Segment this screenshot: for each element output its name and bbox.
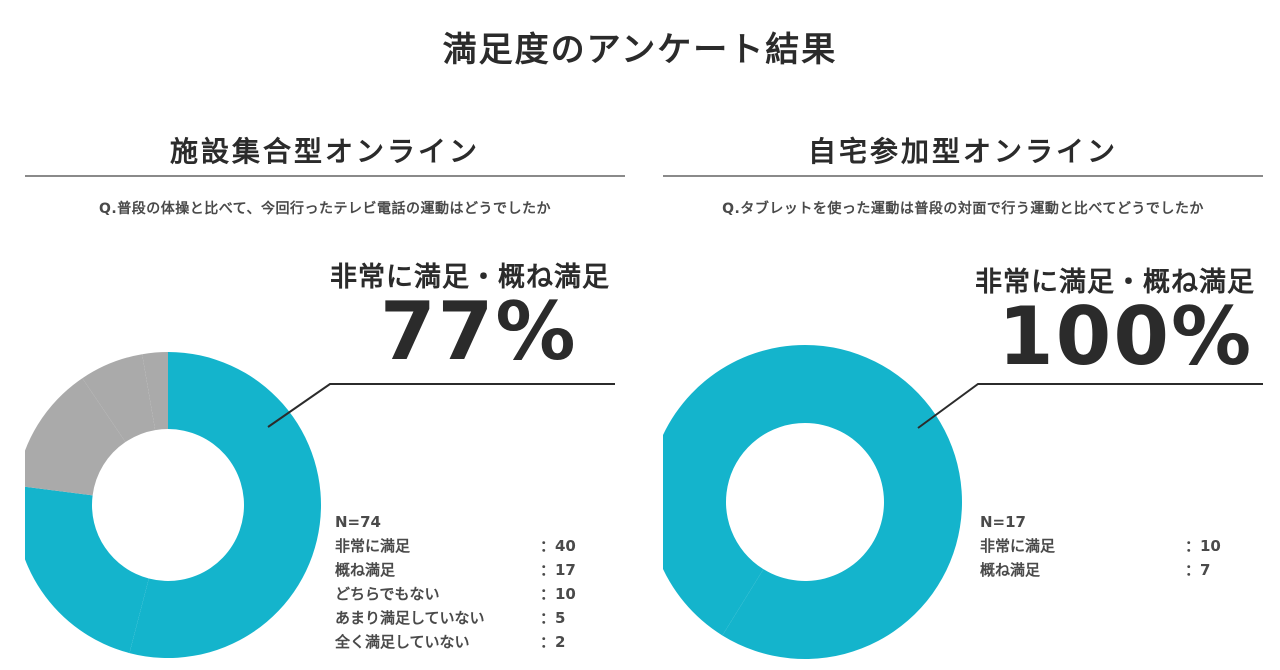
- callout-percentage: 100%: [998, 290, 1254, 383]
- callout-leader-line: [917, 383, 1263, 429]
- chart-legend: N=17 非常に満足 ：10 概ね満足 ：7: [980, 510, 1240, 582]
- panel-heading: 自宅参加型オンライン: [807, 135, 1118, 168]
- legend-row: 全く満足していない ：2: [335, 630, 595, 654]
- callout-leader-line: [267, 383, 615, 428]
- divider: [663, 175, 1263, 177]
- divider: [25, 175, 625, 177]
- donut-chart: [663, 345, 1263, 659]
- legend-row: 非常に満足 ：10: [980, 534, 1240, 558]
- legend-category: あまり満足していない: [335, 609, 485, 627]
- callout-label: 非常に満足・概ね満足: [975, 267, 1255, 298]
- legend-count: ：5: [540, 609, 566, 627]
- legend-row: 概ね満足 ：7: [980, 558, 1240, 582]
- legend-count: ：40: [540, 537, 576, 555]
- legend-count: ：17: [540, 561, 576, 579]
- legend-category: 全く満足していない: [335, 633, 470, 651]
- legend-category: 非常に満足: [980, 537, 1056, 555]
- donut-slice-1: [129, 352, 321, 658]
- page-title: 満足度のアンケート結果: [442, 30, 838, 70]
- panel-home-online: 自宅参加型オンライン Q.タブレットを使った運動は普段の対面で行う運動と比べてど…: [663, 0, 1263, 670]
- callout-percentage: 77%: [380, 285, 578, 378]
- legend-count: ：10: [1185, 537, 1221, 555]
- donut-slice-5: [142, 352, 168, 431]
- legend-category: 非常に満足: [335, 537, 411, 555]
- survey-question: Q.タブレットを使った運動は普段の対面で行う運動と比べてどうでしたか: [722, 201, 1204, 217]
- panel-heading: 施設集合型オンライン: [169, 135, 480, 168]
- panel-facility-online: 施設集合型オンライン Q.普段の体操と比べて、今回行ったテレビ電話の運動はどうで…: [25, 0, 625, 670]
- legend-row: 非常に満足 ：40: [335, 534, 595, 558]
- donut-slice-2: [663, 345, 805, 636]
- sample-size: N=74: [335, 513, 381, 531]
- legend-category: 概ね満足: [335, 561, 396, 579]
- donut-slice-3: [25, 378, 126, 496]
- legend-category: どちらでもない: [335, 585, 440, 603]
- survey-question: Q.普段の体操と比べて、今回行ったテレビ電話の運動はどうでしたか: [99, 201, 551, 217]
- legend-count: ：7: [1185, 561, 1211, 579]
- donut-slice-4: [82, 354, 156, 443]
- legend-row: どちらでもない ：10: [335, 582, 595, 606]
- sample-size: N=17: [980, 513, 1026, 531]
- legend-count: ：10: [540, 585, 576, 603]
- legend-row: あまり満足していない ：5: [335, 606, 595, 630]
- legend-count: ：2: [540, 633, 566, 651]
- legend-row: 概ね満足 ：17: [335, 558, 595, 582]
- legend-category: 概ね満足: [980, 561, 1041, 579]
- callout-label: 非常に満足・概ね満足: [330, 262, 610, 293]
- donut-slice-1: [722, 345, 962, 659]
- chart-legend: N=74 非常に満足 ：40 概ね満足 ：17 どちらでもない ：10 あまり満足していない…: [335, 510, 595, 654]
- donut-chart: [25, 352, 615, 658]
- donut-slice-2: [25, 486, 149, 654]
